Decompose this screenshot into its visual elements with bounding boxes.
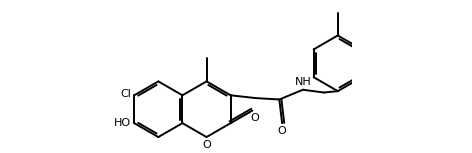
Text: O: O [250,113,259,123]
Text: NH: NH [295,77,312,87]
Text: HO: HO [114,118,131,128]
Text: Cl: Cl [120,89,131,99]
Text: O: O [202,140,211,150]
Text: O: O [278,127,287,136]
